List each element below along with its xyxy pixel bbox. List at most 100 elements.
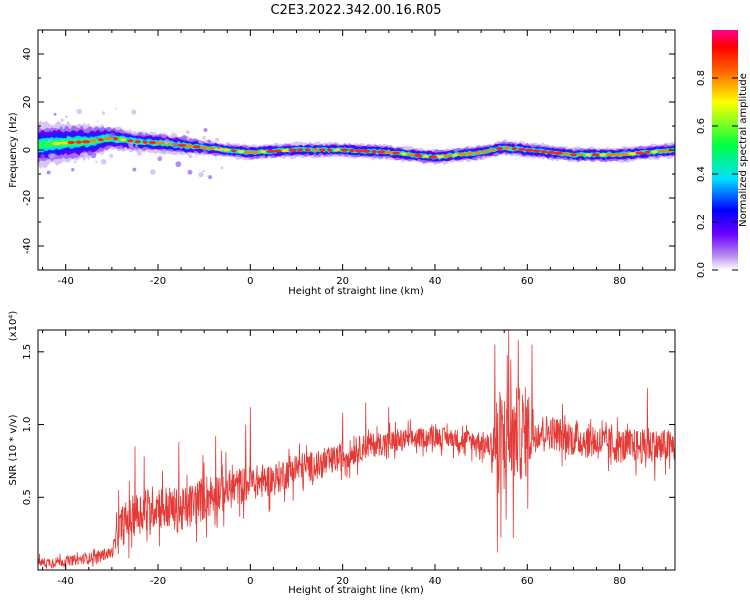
spectrogram-peak-cell (252, 150, 259, 154)
colorbar-tick-label: 0.0 (696, 262, 707, 278)
spectrogram-peak-cell (281, 148, 290, 153)
spectrogram-peak-cell (562, 152, 570, 156)
spectrogram-peak-cell (585, 153, 592, 157)
spectrogram-scatter (76, 108, 82, 115)
spectrogram-scatter (136, 150, 142, 156)
spectrogram-peak-cell (489, 148, 496, 152)
spectrogram-scatter (98, 127, 103, 132)
spectrogram-scatter (101, 111, 106, 115)
colorbar-tick-label: 0.6 (696, 118, 707, 134)
x-tick-label: -40 (58, 276, 74, 287)
spectrogram-scatter (202, 149, 208, 154)
spectrogram-peak-cell (304, 148, 311, 152)
spectrogram-peak-cell (90, 139, 97, 143)
spectrogram-peak-cell (142, 140, 148, 144)
snr-panel: -40 -20 0 20 40 60 80 0.5 1.0 1.5 Height of stra… (8, 311, 676, 596)
spectrogram-scatter (207, 175, 210, 178)
spectrogram-peak-cell (532, 149, 541, 153)
spectrogram-scatter (128, 142, 134, 148)
spectrogram-peak-cell (428, 155, 438, 159)
spectrogram-peak-cell (384, 150, 394, 154)
y-tick-label: 1.0 (22, 417, 33, 433)
spectrogram-scatter (220, 166, 224, 170)
spectrogram-peak-cell (496, 146, 504, 151)
spectrogram-scatter (116, 140, 119, 143)
snr-y-axis-label: SNR (10 * v/v) (8, 414, 19, 485)
colorbar: 0.0 0.2 0.4 0.6 0.8 Normalized spectral ampl… (696, 30, 749, 278)
spectrogram-scatter (47, 139, 51, 143)
chart-title: C2E3.2022.342.00.16.R05 (270, 3, 441, 18)
spectrogram-scatter (71, 167, 75, 172)
spectrogram-scatter (100, 159, 107, 165)
colorbar-gradient (712, 30, 738, 270)
spectrogram-peak-cell (362, 149, 371, 153)
spectrogram-peak-cell (525, 148, 534, 152)
spectrogram-peak-cell (52, 142, 61, 146)
spectrogram-peak-cell (334, 148, 341, 152)
spectrogram-peak-cell (651, 150, 658, 154)
spectrogram-peak-cell (222, 148, 230, 152)
spectrogram-peak-cell (503, 146, 511, 150)
spectrogram-peak-cell (599, 153, 607, 157)
spectrogram-scatter (202, 169, 205, 173)
spectrogram-peak-cell (392, 151, 400, 155)
x-tick-label: 60 (521, 576, 534, 587)
x-tick-label: 60 (521, 276, 534, 287)
spectrogram-scatter (172, 142, 179, 148)
spectrogram-scatter (187, 169, 193, 175)
spectrogram-peak-cell (614, 153, 622, 157)
spectrogram-scatter (185, 130, 190, 135)
spectrogram-peak-cell (75, 140, 82, 144)
spectrogram-peak-cell (192, 145, 201, 149)
x-tick-label: -20 (150, 276, 166, 287)
spectrogram-band-4 (38, 133, 675, 160)
spectrogram-scatter (109, 153, 114, 158)
spectrogram-scatter (137, 131, 143, 137)
spectrogram-peak-cell (104, 136, 113, 141)
y-tick-label: 0 (22, 147, 33, 153)
spectrogram-peak-cell (376, 150, 386, 154)
spectrogram-peak-cell (67, 140, 75, 145)
spectrogram-scatter (150, 169, 156, 175)
spectrogram-peak-cell (134, 140, 141, 144)
spectrogram-peak-cell (467, 151, 474, 156)
spectrogram-peak-cell (214, 147, 224, 151)
spectrogram-x-axis-label: Height of straight line (km) (288, 286, 424, 297)
spectrogram-scatter (159, 134, 161, 137)
spectrogram-scatter (131, 109, 137, 115)
y-tick-label: -40 (22, 238, 33, 254)
spectrogram-peak-cell (177, 143, 187, 147)
spectrogram-scatter (73, 160, 77, 164)
spectrogram-scatter (46, 170, 51, 175)
spectrogram-scatter (215, 137, 220, 142)
spectrogram-peak-cell (606, 153, 615, 157)
snr-series-line (38, 330, 675, 569)
snr-frame (37, 329, 676, 571)
spectrogram-peak-cell (578, 153, 584, 157)
spectrogram-peak-cell (480, 150, 489, 154)
x-tick-label: 40 (429, 576, 442, 587)
spectrogram-peak-cell (127, 139, 134, 143)
spectrogram-peak-cell (540, 150, 548, 154)
spectrogram-scatter (198, 172, 204, 178)
spectrogram-peak-cell (658, 149, 666, 153)
spectrogram-scatter (90, 152, 97, 159)
x-tick-label: 0 (247, 576, 253, 587)
spectrogram-peak-cell (112, 136, 119, 141)
spectrogram-peak-cell (326, 148, 333, 152)
spectrogram-peak-cell (443, 154, 453, 158)
spectrogram-peak-cell (474, 151, 481, 155)
x-tick-label: 20 (336, 576, 349, 587)
colorbar-tick-label: 0.8 (696, 70, 707, 86)
spectrogram-scatter (198, 139, 203, 144)
spectrogram-scatter (96, 120, 99, 123)
spectrogram-peak-cell (297, 148, 304, 152)
spectrogram-scatter (164, 138, 170, 144)
x-tick-label: 20 (336, 276, 349, 287)
spectrogram-scatter (135, 144, 138, 147)
spectrogram-scatter (216, 145, 221, 150)
spectrogram-peak-cell (452, 153, 458, 157)
y-tick-label: 40 (22, 48, 33, 61)
colorbar-label: Normalized spectral amplitude (738, 73, 749, 227)
spectrogram-peak-cell (354, 149, 364, 153)
